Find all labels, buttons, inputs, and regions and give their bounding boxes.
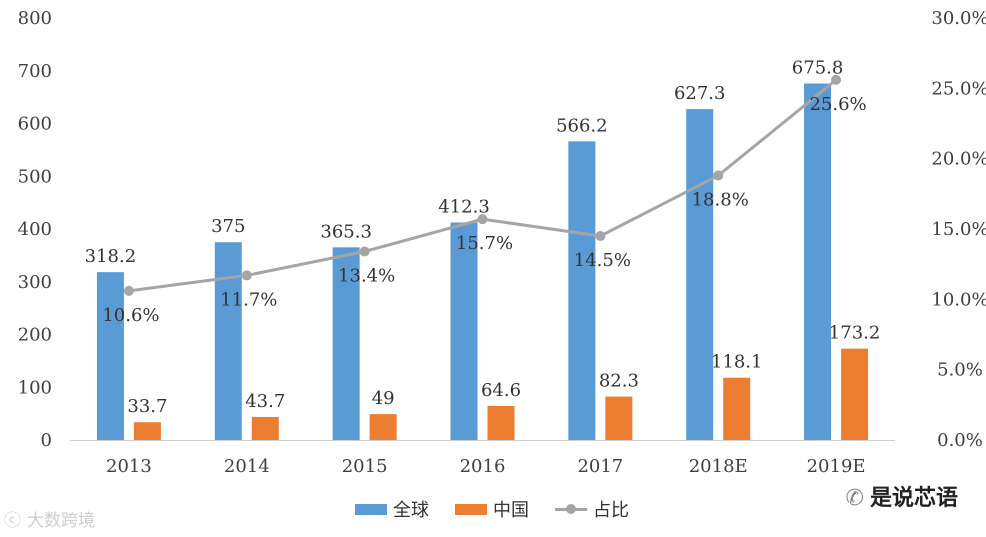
legend-swatch-china [455,503,487,515]
bar-global [96,272,124,440]
data-label-china: 64.6 [481,380,521,401]
bar-china [251,416,279,440]
bar-global [214,242,242,440]
y-left-tick-label: 700 [18,61,52,82]
legend-label-global: 全球 [393,500,429,521]
y-left-tick-label: 500 [18,166,52,187]
y-right-tick-label: 30.0% [931,8,986,29]
y-left-tick-label: 800 [18,8,52,29]
data-label-share: 15.7% [456,233,513,254]
data-label-china: 118.1 [711,352,763,373]
legend-item-global: 全球 [355,496,429,522]
y-left-tick-label: 400 [18,219,52,240]
y-left-tick-label: 100 [18,377,52,398]
y-right-tick-label: 5.0% [937,360,983,381]
data-label-share: 18.8% [692,190,749,211]
point-share [831,74,842,85]
data-label-global: 375 [211,216,245,237]
x-tick-label: 2018E [689,456,748,477]
data-label-global: 412.3 [438,197,490,218]
bar-china [723,377,751,440]
x-tick-label: 2017 [577,456,623,477]
legend-swatch-global [355,503,387,515]
data-label-global: 566.2 [556,115,608,136]
legend-item-china: 中国 [455,496,529,522]
data-label-china: 82.3 [599,371,639,392]
legend-swatch-share [555,503,587,515]
y-left-tick-label: 300 [18,272,52,293]
bar-china [487,405,515,440]
point-share [595,231,606,242]
data-label-china: 33.7 [127,396,167,417]
y-right-tick-label: 0.0% [937,430,983,451]
data-labels-layer: 318.2 375 365.3 412.3 566.2 627.3 675.8 33.7 43.… [85,58,881,418]
x-axis: 2013 2014 2015 2016 2017 2018E 2019E [106,456,866,477]
y-right-tick-label: 20.0% [931,149,986,170]
data-label-share: 14.5% [574,250,631,271]
y-right-tick-label: 10.0% [931,289,986,310]
point-share [477,214,488,225]
y-left-tick-label: 600 [18,114,52,135]
data-label-global: 675.8 [792,58,844,79]
x-tick-label: 2016 [460,456,506,477]
watermark-right-text: 是说芯语 [869,486,958,511]
x-tick-label: 2015 [342,456,388,477]
bar-global [332,247,360,440]
data-label-china: 49 [372,388,395,409]
watermark-right: ✆ 是说芯语 [846,480,958,512]
watermark-left-text: 大数跨境 [27,511,95,531]
data-label-global: 627.3 [674,83,726,104]
y-axis-right: 0.0% 5.0% 10.0% 15.0% 20.0% 25.0% 30.0% [931,8,986,451]
x-tick-label: 2014 [224,456,270,477]
data-label-global: 318.2 [85,246,137,267]
x-tick-label: 2013 [106,456,152,477]
watermark-logo-icon: ⓒ [4,511,21,531]
y-right-tick-label: 15.0% [931,219,986,240]
bar-china [369,414,397,440]
y-right-tick-label: 25.0% [931,78,986,99]
point-share [713,170,724,181]
data-label-share: 10.6% [102,305,159,326]
bar-china [841,348,869,440]
bar-china [605,396,633,440]
bar-global [804,83,832,440]
bar-global [568,141,596,440]
legend-label-china: 中国 [493,500,529,521]
data-label-share: 13.4% [338,266,395,287]
data-label-global: 365.3 [320,221,372,242]
legend: 全球 中国 占比 [355,496,655,522]
line-layer [123,74,842,296]
watermark-left: ⓒ 大数跨境 [4,506,95,531]
data-label-share: 25.6% [809,94,866,115]
bar-global [686,109,714,441]
wechat-icon: ✆ [845,486,864,511]
x-tick-label: 2019E [807,456,866,477]
point-share [359,246,370,257]
legend-item-share: 占比 [555,496,629,522]
point-share [241,270,252,281]
point-share [123,285,134,296]
y-left-tick-label: 200 [18,325,52,346]
legend-label-share: 占比 [593,500,629,521]
y-left-tick-label: 0 [41,430,52,451]
data-label-china: 43.7 [245,391,285,412]
bar-china [133,422,161,440]
y-axis-left: 0 100 200 300 400 500 600 700 800 [18,8,52,451]
data-label-share: 11.7% [220,289,277,310]
data-label-china: 173.2 [829,323,881,344]
bars-layer [96,83,869,441]
bar-global [450,222,478,440]
